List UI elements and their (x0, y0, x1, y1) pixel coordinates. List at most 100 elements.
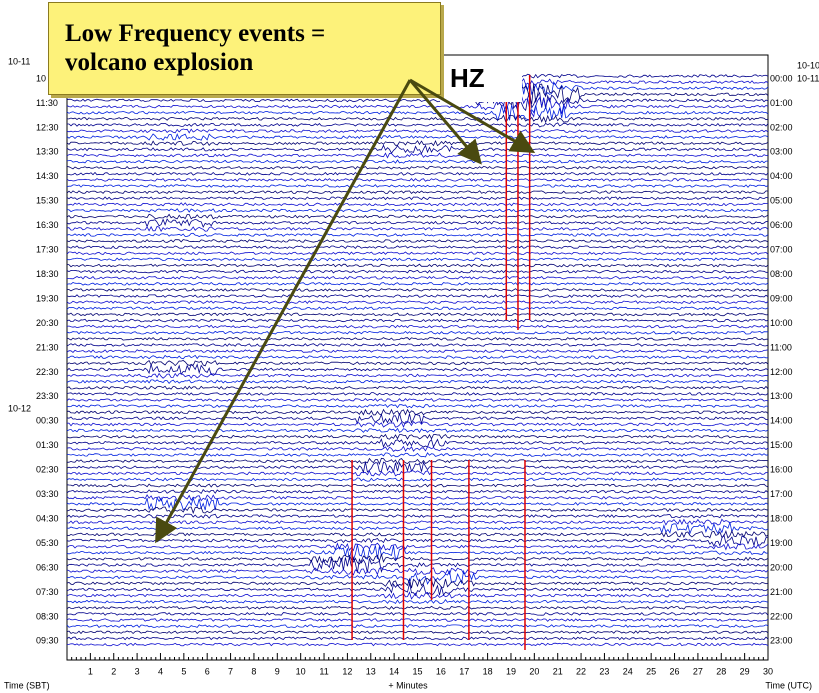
trace (66, 567, 769, 576)
right-time: 08:00 (770, 269, 793, 279)
x-tick-label: 22 (576, 666, 586, 676)
x-tick-label: 2 (111, 666, 116, 676)
x-tick-label: 3 (135, 666, 140, 676)
x-tick-label: 20 (529, 666, 539, 676)
trace (66, 542, 769, 552)
right-time: 18:00 (770, 513, 793, 523)
trace (66, 605, 769, 610)
trace (66, 577, 769, 589)
right-time: 13:00 (770, 391, 793, 401)
right-time: 05:00 (770, 196, 793, 206)
left-time: 05:30 (36, 538, 59, 548)
right-time: 01:00 (770, 98, 793, 108)
station-label: HZ (450, 63, 485, 93)
trace (66, 583, 769, 597)
x-axis-left: Time (SBT) (4, 680, 50, 690)
right-time: 19:00 (770, 538, 793, 548)
right-time: 12:00 (770, 367, 793, 377)
left-time: 09:30 (36, 636, 59, 646)
x-tick-label: 9 (275, 666, 280, 676)
x-tick-label: 27 (693, 666, 703, 676)
trace (66, 611, 769, 616)
right-time: 02:00 (770, 122, 793, 132)
x-tick-label: 14 (389, 666, 399, 676)
right-time: 21:00 (770, 587, 793, 597)
x-tick-label: 21 (553, 666, 563, 676)
right-time: 16:00 (770, 465, 793, 475)
left-time: 03:30 (36, 489, 59, 499)
annotation-line: Low Frequency events = (65, 20, 326, 47)
trace (66, 618, 769, 622)
x-tick-label: 7 (228, 666, 233, 676)
left-time: 06:30 (36, 562, 59, 572)
trace (66, 591, 769, 600)
left-time: 04:30 (36, 513, 59, 523)
x-tick-label: 12 (342, 666, 352, 676)
trace (66, 624, 769, 629)
x-tick-label: 23 (599, 666, 609, 676)
x-tick-label: 5 (181, 666, 186, 676)
x-tick-label: 10 (296, 666, 306, 676)
right-time: 23:00 (770, 636, 793, 646)
trace (66, 636, 769, 641)
left-time: 02:30 (36, 465, 59, 475)
right-date: 10-11 (797, 73, 819, 83)
trace (66, 599, 769, 605)
annotation-line: volcano explosion (65, 49, 254, 76)
left-time: 22:30 (36, 367, 59, 377)
x-tick-label: 1 (88, 666, 93, 676)
left-time: 07:30 (36, 587, 59, 597)
right-time: 09:00 (770, 293, 793, 303)
left-time: 01:30 (36, 440, 59, 450)
right-time: 14:00 (770, 416, 793, 426)
x-axis-center: + Minutes (388, 680, 428, 690)
right-time: 06:00 (770, 220, 793, 230)
right-time: 10:00 (770, 318, 793, 328)
x-tick-label: 29 (740, 666, 750, 676)
left-date: 10-11 (8, 56, 30, 66)
right-time: 03:00 (770, 147, 793, 157)
right-date: 10-10 (797, 60, 819, 70)
right-time: 17:00 (770, 489, 793, 499)
right-time: 20:00 (770, 562, 793, 572)
x-tick-label: 26 (670, 666, 680, 676)
left-time: 13:30 (36, 147, 59, 157)
trace (66, 556, 769, 573)
right-time: 07:00 (770, 245, 793, 255)
trace (66, 534, 769, 548)
left-time: 23:30 (36, 391, 59, 401)
trace (66, 630, 769, 635)
left-time: 18:30 (36, 269, 59, 279)
right-time: 00:00 (770, 73, 793, 83)
x-tick-label: 6 (205, 666, 210, 676)
left-time: 11:30 (36, 98, 58, 108)
trace (67, 642, 769, 647)
left-time: 10 (36, 73, 46, 83)
left-time: 15:30 (36, 196, 59, 206)
x-tick-label: 13 (366, 666, 376, 676)
left-time: 12:30 (36, 122, 59, 132)
left-time: 16:30 (36, 220, 59, 230)
trace (66, 544, 769, 561)
x-tick-label: 16 (436, 666, 446, 676)
left-time: 00:30 (36, 416, 59, 426)
x-tick-label: 24 (623, 666, 633, 676)
right-time: 15:00 (770, 440, 793, 450)
left-time: 14:30 (36, 171, 59, 181)
x-tick-label: 15 (412, 666, 422, 676)
left-time: 17:30 (36, 245, 59, 255)
left-time: 21:30 (36, 342, 59, 352)
trace (66, 552, 769, 565)
left-time: 19:30 (36, 293, 59, 303)
left-date: 10-12 (8, 403, 31, 413)
x-axis-right: Time (UTC) (765, 680, 812, 690)
left-time: 08:30 (36, 611, 59, 621)
x-tick-label: 4 (158, 666, 163, 676)
x-tick-label: 8 (251, 666, 256, 676)
right-time: 11:00 (770, 342, 792, 352)
x-tick-label: 18 (483, 666, 493, 676)
trace (66, 569, 769, 585)
x-tick-label: 19 (506, 666, 516, 676)
